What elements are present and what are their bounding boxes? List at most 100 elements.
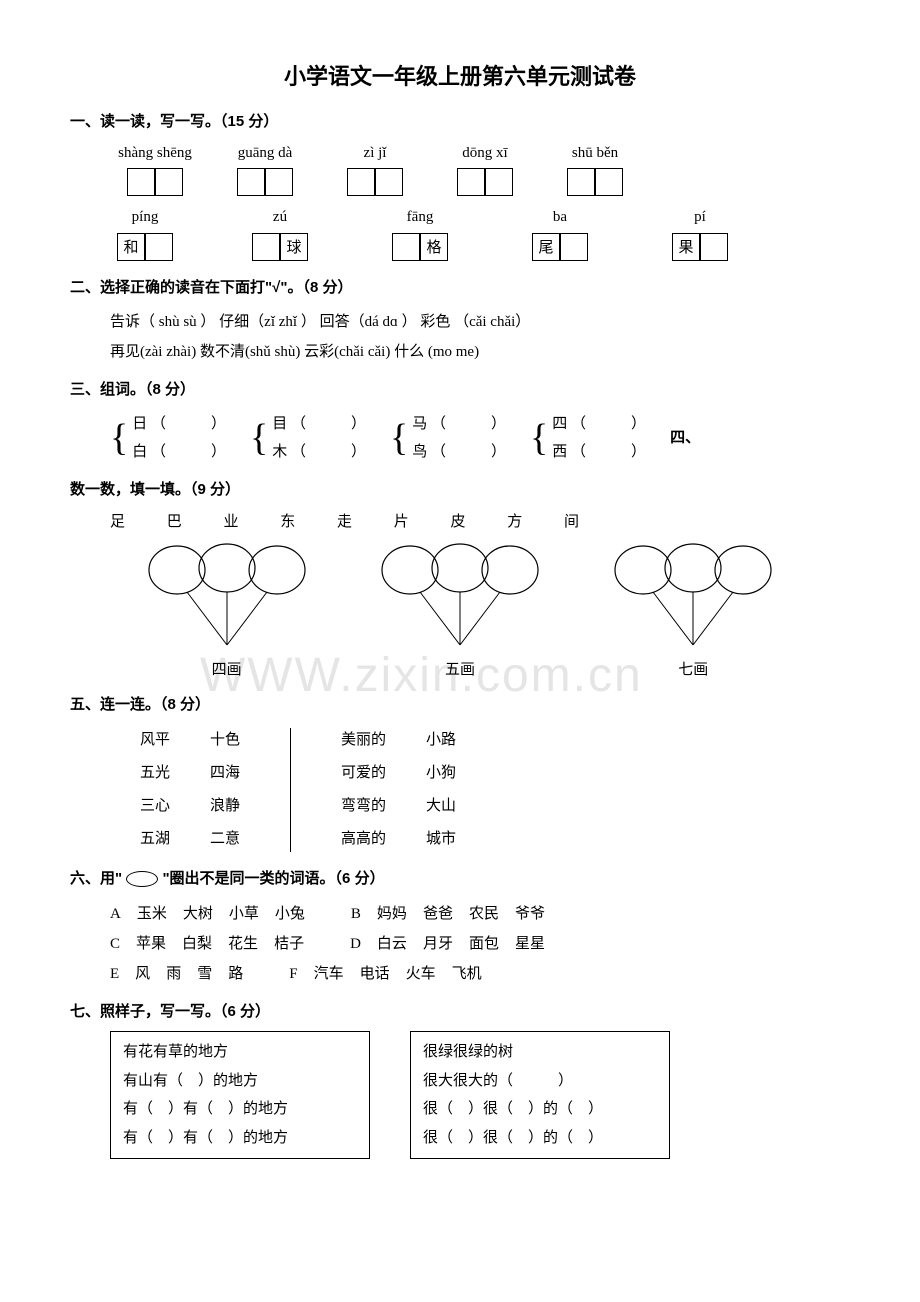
match-item: 风平: [140, 724, 170, 757]
s6-row-1: C苹果白梨花生桔子D白云月牙面包星星: [110, 929, 850, 959]
match-item: 十色: [210, 724, 240, 757]
match-item: 四海: [210, 757, 240, 790]
answer-box[interactable]: [252, 233, 280, 261]
example-line: 很大很大的（ ）: [423, 1067, 657, 1096]
word-item: E: [110, 966, 119, 982]
word-item: 白云: [377, 936, 407, 952]
answer-box[interactable]: [347, 168, 375, 196]
s6-row-2: E风雨雪路F汽车电话火车飞机: [110, 959, 850, 989]
answer-box[interactable]: [127, 168, 155, 196]
example-line: 很绿很绿的树: [423, 1038, 657, 1067]
example-line: 有（ ）有（ ）的地方: [123, 1095, 357, 1124]
answer-box[interactable]: [145, 233, 173, 261]
balloon-set-0: 四画: [137, 540, 317, 682]
section-4-title: 数一数，填一填。（9 分）: [70, 479, 850, 502]
word-item: 白梨: [182, 936, 212, 952]
s1-r2-py-0: píng: [80, 206, 210, 229]
match-item: 高高的: [341, 823, 386, 856]
stroke-label: 五画: [370, 659, 550, 682]
word-pair-item: 马 （ ）: [412, 410, 506, 439]
word-item: B: [351, 906, 361, 922]
s1-r2-boxes-4: 果: [630, 233, 770, 261]
s3-group-1: {目 （ ）木 （ ）: [250, 410, 366, 467]
s1-r1-py-2: zì jǐ: [320, 142, 430, 165]
given-char: 球: [280, 233, 308, 261]
word-item: 飞机: [452, 966, 482, 982]
oval-icon: [126, 871, 158, 887]
word-item: 火车: [406, 966, 436, 982]
word-pair-item: 四 （ ）: [552, 410, 646, 439]
pair-col: 目 （ ）木 （ ）: [272, 410, 366, 467]
answer-box[interactable]: [700, 233, 728, 261]
word-item: 星星: [515, 936, 545, 952]
s1-r2-boxes-0: 和: [80, 233, 210, 261]
s6-row-0: A玉米大树小草小兔B妈妈爸爸农民爷爷: [110, 899, 850, 929]
s5-divider: [290, 728, 291, 852]
answer-box[interactable]: [560, 233, 588, 261]
section-6-title: 六、用" "圈出不是同一类的词语。（6 分）: [70, 868, 850, 891]
match-item: 三心: [140, 790, 170, 823]
word-pair-item: 木 （ ）: [272, 438, 366, 467]
stroke-label: 四画: [137, 659, 317, 682]
answer-box[interactable]: [485, 168, 513, 196]
s1-r1-boxes-1: [210, 168, 320, 196]
s1-r2-boxes-1: 球: [210, 233, 350, 261]
given-char: 尾: [532, 233, 560, 261]
answer-box[interactable]: [457, 168, 485, 196]
s1-r1-boxes-3: [430, 168, 540, 196]
word-item: C: [110, 936, 120, 952]
s1-r2-py-1: zú: [210, 206, 350, 229]
word-pair-item: 西 （ ）: [552, 438, 646, 467]
word-item: A: [110, 906, 121, 922]
s1-r1-py-4: shū běn: [540, 142, 650, 165]
s7-box-2: 很绿很绿的树很大很大的（ ）很（ ）很（ ）的（ ）很（ ）很（ ）的（ ）: [410, 1031, 670, 1159]
answer-box[interactable]: [567, 168, 595, 196]
word-pair-item: 目 （ ）: [272, 410, 366, 439]
answer-box[interactable]: [155, 168, 183, 196]
s3-group-2: {马 （ ）鸟 （ ）: [390, 410, 506, 467]
answer-box[interactable]: [237, 168, 265, 196]
s5-col-1b: 十色四海浪静二意: [210, 724, 240, 856]
match-item: 五光: [140, 757, 170, 790]
word-item: 路: [228, 966, 243, 982]
s1-r1-boxes-2: [320, 168, 430, 196]
stroke-label: 七画: [603, 659, 783, 682]
match-item: 大山: [426, 790, 456, 823]
pair-col: 四 （ ）西 （ ）: [552, 410, 646, 467]
answer-box[interactable]: [392, 233, 420, 261]
word-item: 爷爷: [515, 906, 545, 922]
given-char: 和: [117, 233, 145, 261]
s1-r2-py-2: fāng: [350, 206, 490, 229]
word-item: 月牙: [423, 936, 453, 952]
answer-box[interactable]: [375, 168, 403, 196]
word-pair-item: 白 （ ）: [132, 438, 226, 467]
word-item: 雨: [166, 966, 181, 982]
s7-box-1: 有花有草的地方有山有（ ）的地方有（ ）有（ ）的地方有（ ）有（ ）的地方: [110, 1031, 370, 1159]
section-7-title: 七、照样子，写一写。（6 分）: [70, 1001, 850, 1024]
word-item: 农民: [469, 906, 499, 922]
s5-content: 风平五光三心五湖 十色四海浪静二意 美丽的可爱的弯弯的高高的 小路小狗大山城市: [140, 724, 850, 856]
brace-icon: {: [250, 419, 268, 457]
word-item: 妈妈: [377, 906, 407, 922]
brace-icon: {: [110, 419, 128, 457]
s3-group-0: {日 （ ）白 （ ）: [110, 410, 226, 467]
s1-r1-py-3: dōng xī: [430, 142, 540, 165]
s3-group-3: {四 （ ）西 （ ）: [530, 410, 646, 467]
answer-box[interactable]: [595, 168, 623, 196]
match-item: 城市: [426, 823, 456, 856]
word-item: F: [289, 966, 297, 982]
word-item: 花生: [228, 936, 258, 952]
word-item: 大树: [183, 906, 213, 922]
example-line: 有（ ）有（ ）的地方: [123, 1124, 357, 1153]
s1-row1-pinyin: shàng shēngguāng dàzì jǐdōng xīshū běn: [100, 142, 850, 165]
s7-wrap: 有花有草的地方有山有（ ）的地方有（ ）有（ ）的地方有（ ）有（ ）的地方 很…: [110, 1031, 850, 1159]
answer-box[interactable]: [265, 168, 293, 196]
s1-r2-boxes-2: 格: [350, 233, 490, 261]
word-item: 汽车: [314, 966, 344, 982]
s3-pairs: {日 （ ）白 （ ）{目 （ ）木 （ ）{马 （ ）鸟 （ ）{四 （ ）西…: [110, 410, 850, 467]
balloon-set-1: 五画: [370, 540, 550, 682]
pair-col: 日 （ ）白 （ ）: [132, 410, 226, 467]
brace-icon: {: [530, 419, 548, 457]
match-item: 美丽的: [341, 724, 386, 757]
s1-r1-boxes-0: [100, 168, 210, 196]
